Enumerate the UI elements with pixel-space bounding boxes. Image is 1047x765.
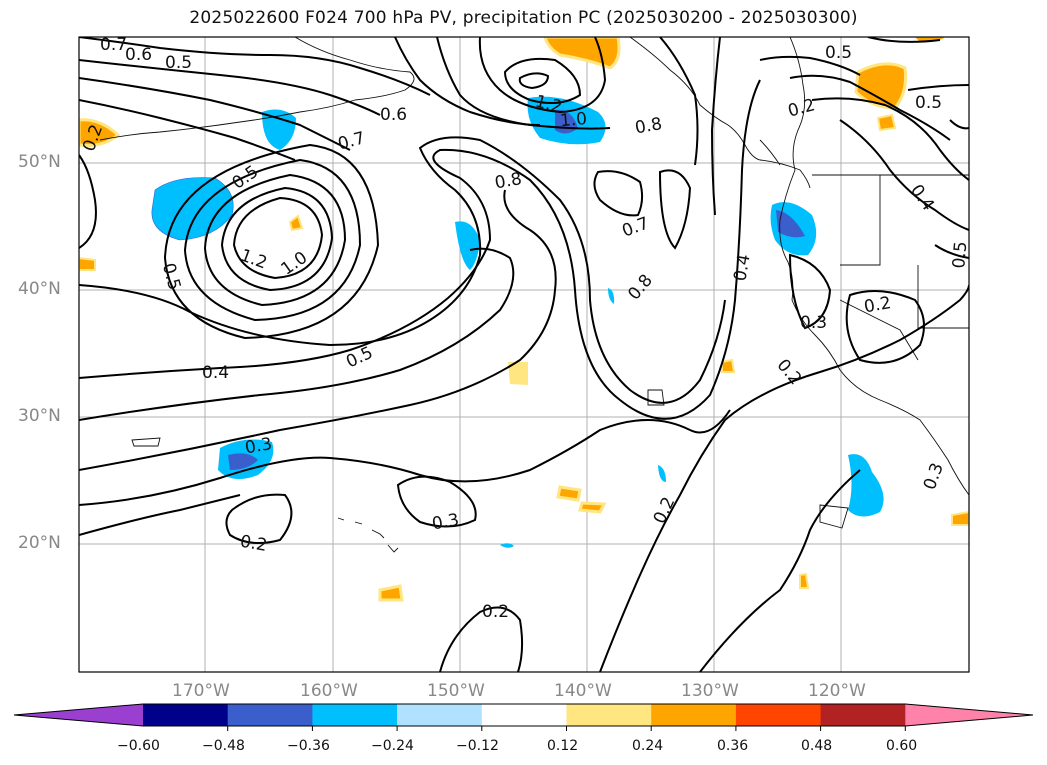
contour-label: 0.6: [380, 105, 407, 125]
contour-label: 1.0: [559, 109, 588, 131]
contour-label: 0.8: [633, 114, 663, 138]
lon-label: 120°W: [808, 681, 866, 701]
contour-labels: 0.7 0.6 0.5 0.2 1.2 1.0 0.5 0.5 0.6 0.7 …: [79, 35, 971, 622]
colorbar-tick-label: −0.12: [456, 738, 499, 754]
contour-label: 0.2: [862, 293, 892, 317]
precip-positive-shading: [79, 37, 969, 602]
contour-label: 0.4: [202, 363, 229, 383]
colorbar-segment: [397, 704, 483, 726]
colorbar-segment: [735, 704, 822, 726]
colorbar-tick-label: 0.48: [801, 738, 833, 754]
contour-label: 0.4: [730, 253, 754, 283]
colorbar-tick-label: −0.24: [371, 738, 414, 754]
colorbar-segment: [481, 704, 567, 726]
coastlines: [99, 37, 969, 553]
precip-negative-shading: [151, 96, 884, 548]
colorbar-extend-max: [905, 704, 1033, 726]
colorbar-segment: [312, 704, 398, 726]
colorbar-tick-label: 0.36: [717, 738, 749, 754]
lat-label: 40°N: [18, 279, 61, 299]
colorbar-segment: [651, 704, 737, 726]
lon-label: 150°W: [427, 681, 485, 701]
colorbar: [13, 703, 1034, 731]
colorbar-tick-label: 0.24: [632, 738, 664, 754]
contour-label: 0.5: [915, 93, 942, 113]
contour-label: 0.3: [243, 434, 273, 458]
contour-label: 0.5: [825, 43, 852, 63]
lon-label: 160°W: [300, 681, 358, 701]
lat-label: 50°N: [18, 152, 61, 172]
lon-label: 130°W: [681, 681, 739, 701]
colorbar-tick-label: 0.60: [886, 738, 918, 754]
lat-label: 30°N: [18, 406, 61, 426]
contour-label: 0.6: [125, 45, 152, 65]
lon-label: 170°W: [172, 681, 230, 701]
colorbar-segment: [143, 704, 229, 726]
map-frame: [78, 36, 970, 673]
colorbar-tick-label: −0.48: [202, 738, 245, 754]
contour-label: 0.5: [949, 241, 971, 270]
contour-label: 0.5: [165, 53, 192, 73]
colorbar-tick-label: 0.12: [547, 738, 579, 754]
colorbar-outline: [13, 703, 1034, 727]
lon-label: 140°W: [554, 681, 612, 701]
contour-label: 0.2: [238, 532, 268, 556]
colorbar-extend-min: [14, 704, 143, 726]
colorbar-tick-label: −0.36: [287, 738, 330, 754]
contour-label: 0.7: [100, 35, 127, 55]
map-title: 2025022600 F024 700 hPa PV, precipitatio…: [189, 8, 858, 28]
contour-label: 0.2: [482, 602, 509, 622]
contour-label: 0.8: [493, 169, 523, 193]
contour-label: 0.3: [800, 313, 827, 333]
graticule: [79, 37, 969, 672]
lat-label: 20°N: [18, 533, 61, 553]
contour-label: 0.3: [430, 510, 460, 534]
map-area: [79, 37, 969, 672]
colorbar-segment: [227, 704, 313, 726]
colorbar-tick-label: −0.60: [117, 738, 160, 754]
colorbar-segment: [820, 704, 906, 726]
colorbar-segment: [566, 704, 652, 726]
pv-contours: [79, 37, 969, 672]
